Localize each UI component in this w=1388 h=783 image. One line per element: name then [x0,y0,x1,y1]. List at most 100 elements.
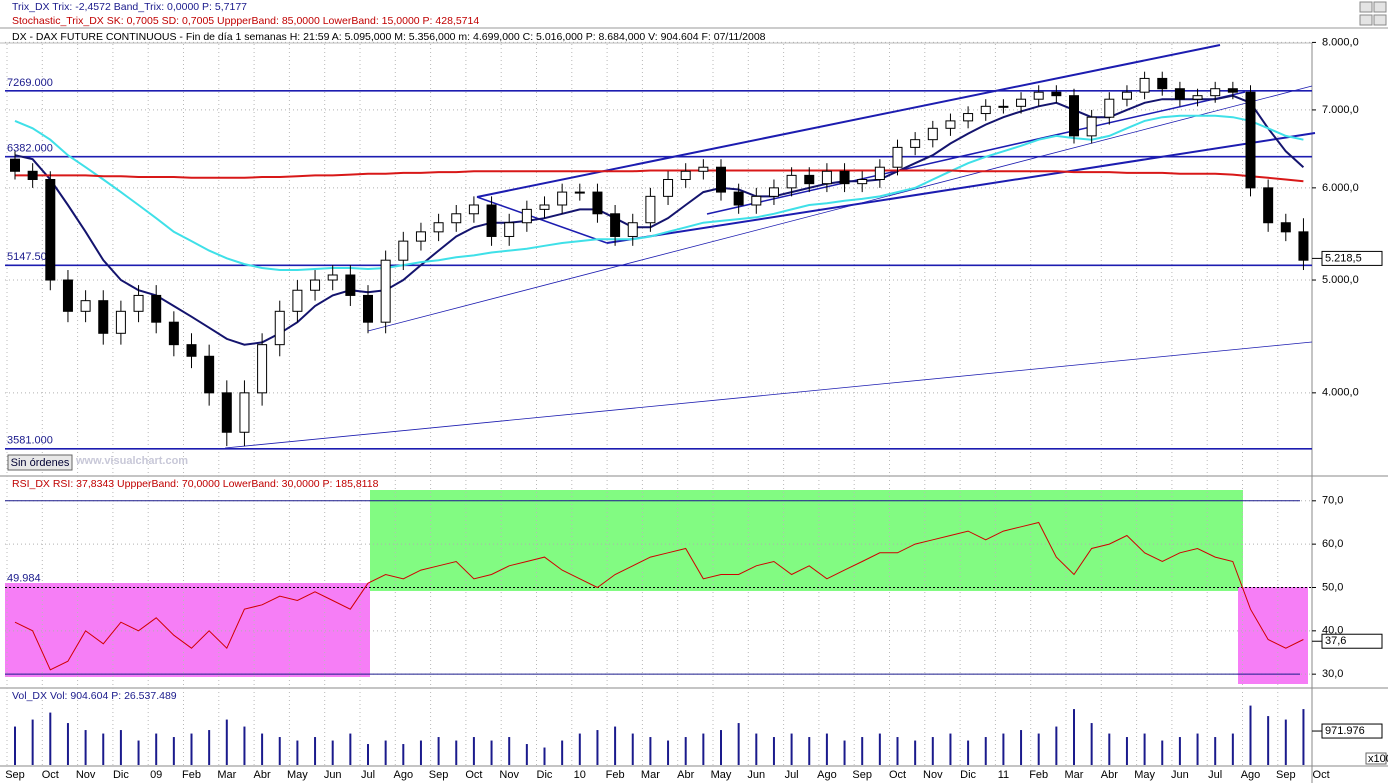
x-tick-label: May [711,769,732,781]
y-tick-label: 4.000,0 [1322,387,1359,399]
x-tick-label: Nov [923,769,943,781]
candle-body [1174,88,1185,100]
candle-body [1227,88,1238,93]
x-tick-label: Ago [1241,769,1261,781]
candle-body [257,344,268,394]
x-tick-label: Oct [42,769,59,781]
candle-body [627,222,638,237]
x-tick-label: Sep [429,769,449,781]
orders-button[interactable] [7,454,73,471]
trend-line [367,85,1313,332]
candle-body [1139,77,1150,93]
candle-body [910,139,921,148]
window-button[interactable] [1373,1,1387,13]
y-tick-label: 5.000,0 [1322,274,1359,286]
window-buttons [1359,1,1387,26]
last-value-label: 5.218,5 [1325,252,1362,264]
candle-body [310,279,321,291]
x-tick-label: Mar [1065,769,1084,781]
candle-body [733,191,744,206]
candle-body [768,187,779,197]
x-tick-label: Ago [817,769,837,781]
moving-average [14,114,1304,271]
y-tick-label: 8.000,0 [1322,36,1359,48]
indicator-header: Stochastic_Trix_DX SK: 0,7005 SD: 0,7005… [12,15,479,27]
candle-body [821,170,832,185]
candle-body [504,222,515,237]
candle-body [1192,95,1203,100]
candle-body [1069,95,1079,137]
candle-body [610,213,621,237]
candle-body [521,208,532,224]
y-tick-label: 6.000,0 [1322,182,1359,194]
candle-body [1016,98,1027,107]
rsi-zone [5,583,370,677]
chart-title: DX - DAX FUTURE CONTINUOUS - Fin de día … [12,31,766,43]
y-tick-label: 30,0 [1322,668,1343,680]
window-button[interactable] [1359,14,1373,26]
candle-body [345,274,356,296]
candle-body [645,195,656,224]
candle-body [663,178,674,197]
candle-body [786,174,797,189]
y-tick-label: 7.000,0 [1322,104,1359,116]
rsi-zone [370,490,1243,591]
watermark: www.visualchart.com [75,455,188,467]
candle-body [292,289,303,312]
rsi-header: RSI_DX RSI: 37,8343 UppperBand: 70,0000 … [12,478,379,490]
x-tick-label: May [287,769,308,781]
last-value-label: 37,6 [1325,635,1346,647]
candle-body [980,105,991,115]
window-button[interactable] [1373,14,1387,26]
mid-level-label: 49.984 [7,572,41,584]
x-tick-label: Abr [254,769,271,781]
x-tick-label: Jul [1208,769,1222,781]
trend-line [476,196,608,244]
x-tick-label: Jun [1171,769,1189,781]
candle-body [204,355,215,394]
candle-body [115,310,126,334]
candle-body [415,231,426,242]
candle-body [186,344,197,357]
candle-body [486,204,497,237]
candle-body [380,259,391,323]
candle-body [945,120,956,129]
trend-line [706,91,1246,215]
x-tick-label: Sep [5,769,25,781]
candle-body [680,170,691,180]
x-tick-label: 11 [998,769,1009,781]
candle-body [927,127,938,141]
candle-body [10,158,20,172]
candle-body [874,166,885,180]
window-button[interactable] [1359,1,1373,13]
x-tick-label: Dic [113,769,129,781]
x-tick-label: Nov [499,769,519,781]
scale-note: x100 [1368,753,1388,765]
candle-body [363,294,373,323]
x-tick-label: Oct [1313,769,1330,781]
candle-body [857,178,868,185]
x-tick-label: Jul [785,769,799,781]
candle-body [804,174,815,185]
candle-body [751,195,762,206]
x-tick-label: Ago [394,769,414,781]
level-label: 5147.500 [7,251,53,263]
x-tick-label: Mar [641,769,660,781]
x-tick-label: 09 [150,769,162,781]
level-label: 7269.000 [7,77,53,89]
rsi-zone [1238,587,1308,684]
candle-body [27,170,38,180]
candle-body [98,300,109,334]
candle-body [62,279,73,312]
orders-button-label: Sin órdenes [11,457,70,469]
candle-body [133,294,144,312]
x-tick-label: Sep [1276,769,1296,781]
trend-line [224,341,1313,449]
candle-body [839,170,850,185]
x-tick-label: May [1134,769,1155,781]
candle-body [557,191,568,206]
candle-body [1104,98,1115,118]
candle-body [468,204,479,215]
x-tick-label: Dic [960,769,976,781]
